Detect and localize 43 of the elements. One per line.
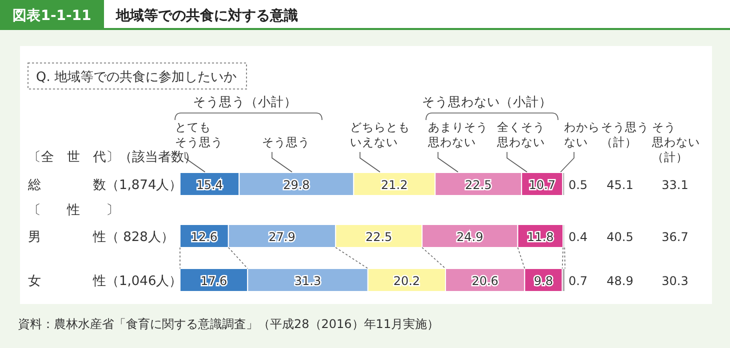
data-label: 21.2 [381,178,408,192]
text: 全くそう思わない [496,120,545,149]
text: 図表1-1-11 [12,8,92,24]
text: そう思う [262,135,310,149]
text: そう思わない（小計） [422,94,552,109]
data-label: 29.8 [283,178,310,192]
data-label: 0.4 [568,230,588,244]
text: そう思う（小計） [193,94,297,109]
text: 36.7 [662,230,688,244]
text: 40.5 [606,230,634,244]
data-label: 17.6 [200,274,228,288]
data-label: 10.7 [528,178,556,192]
text: どちらともいえない [350,120,410,149]
y-tick-label: 男 性（ 828人） [28,230,174,245]
data-label: 20.6 [472,274,498,288]
chart-subtitle: Q. 地域等での共食に参加したいか [36,70,236,85]
data-label: 0.5 [568,178,588,192]
annotation: 〔全 世 代〕（該当者数） [28,149,197,165]
text: 33.1 [662,178,688,192]
chart-title: 地域等での共食に対する意識 [115,7,298,24]
text: 48.9 [606,274,634,288]
data-label: 0.7 [568,274,588,288]
data-label: 11.8 [527,230,554,244]
data-label: 27.9 [268,230,296,244]
text: そう思う（計） [601,120,649,149]
text: あまりそう思わない [427,120,488,149]
text: 45.1 [606,178,634,192]
data-label: 22.5 [365,230,392,244]
text: 資料：農林水産省「食育に関する意識調査」（平成28（2016）年11月実施） [18,317,440,331]
text: 30.3 [662,274,688,288]
data-label: 9.8 [534,274,554,288]
data-label: 20.2 [393,274,420,288]
data-label: 24.9 [456,230,484,244]
data-label: 12.6 [190,230,218,244]
text: 〔 性 〕 [28,203,119,218]
data-label: 22.5 [464,178,492,192]
text: そう思わない（計） [651,120,700,164]
text: とてもそう思う [175,120,223,149]
data-label: 15.4 [196,178,223,192]
y-tick-label: 女 性（1,046人） [28,274,182,289]
text: わからない [564,120,600,149]
data-label: 31.3 [294,274,322,288]
y-tick-label: 総 数（1,874人） [27,178,182,193]
